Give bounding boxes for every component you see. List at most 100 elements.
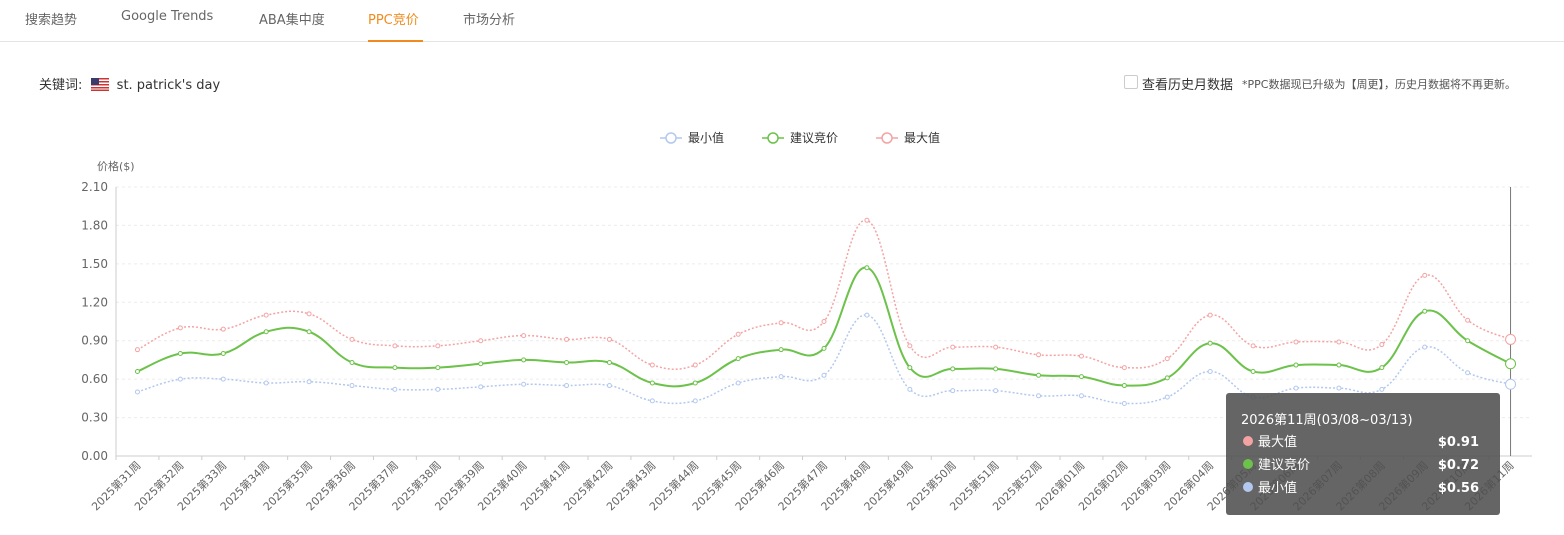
point xyxy=(1036,372,1042,378)
point xyxy=(392,365,398,371)
point xyxy=(1121,365,1127,371)
tab[interactable]: 搜索趋势 xyxy=(25,13,78,28)
tab[interactable]: 市场分析 xyxy=(463,13,516,28)
point xyxy=(864,217,870,223)
tooltip-name: 建议竞价 xyxy=(1258,457,1310,473)
point xyxy=(1250,368,1256,374)
series-line xyxy=(137,314,1511,405)
series-line xyxy=(137,266,1512,388)
point xyxy=(1465,317,1471,323)
point xyxy=(993,344,999,350)
point xyxy=(735,331,741,337)
point xyxy=(306,329,312,335)
legend-label: 最小值 xyxy=(688,130,724,145)
tab-underline xyxy=(368,40,423,42)
x-tick-label: 2025第31周 xyxy=(88,458,143,513)
point xyxy=(778,347,784,353)
x-tick-label: 2025第42周 xyxy=(560,458,615,513)
point xyxy=(564,359,570,365)
legend-marker xyxy=(767,132,779,144)
x-tick-label: 2026第06周 xyxy=(1247,458,1302,513)
point xyxy=(521,357,527,363)
x-tick-label: 2026第03周 xyxy=(1118,458,1173,513)
tooltip-value: $0.91 xyxy=(1438,435,1479,450)
point xyxy=(1164,375,1170,381)
x-tick-label: 2025第35周 xyxy=(260,458,315,513)
x-tick-label: 2025第33周 xyxy=(174,458,229,513)
point xyxy=(1379,365,1385,371)
point xyxy=(1505,333,1517,345)
point xyxy=(821,372,827,378)
legend-item: 最大值 xyxy=(876,130,940,145)
point xyxy=(1336,385,1342,391)
series-line xyxy=(137,219,1511,371)
y-tick-label: 1.50 xyxy=(81,257,108,271)
legend-item: 最小值 xyxy=(660,130,724,145)
point xyxy=(606,359,612,365)
point xyxy=(220,351,226,357)
point xyxy=(306,311,312,317)
tooltip-value: $0.56 xyxy=(1438,481,1479,496)
point xyxy=(478,384,484,390)
x-tick-label: 2026第08周 xyxy=(1333,458,1388,513)
point xyxy=(606,383,612,389)
point xyxy=(306,379,312,385)
point xyxy=(1250,343,1256,349)
x-tick-label: 2026第10周 xyxy=(1419,458,1474,513)
x-tick-label: 2026第04周 xyxy=(1161,458,1216,513)
point xyxy=(349,336,355,342)
point xyxy=(950,366,956,372)
point xyxy=(1207,340,1213,346)
point xyxy=(1078,393,1084,399)
point xyxy=(1465,370,1471,376)
point xyxy=(392,386,398,392)
x-tick-label: 2026第07周 xyxy=(1290,458,1345,513)
point xyxy=(1336,339,1342,345)
point xyxy=(1036,352,1042,358)
point xyxy=(1250,394,1256,400)
tooltip-dot xyxy=(1243,459,1253,469)
legend-label: 建议竞价 xyxy=(790,131,838,145)
x-tick-label: 2025第38周 xyxy=(389,458,444,513)
keyword-label: 关键词: xyxy=(39,78,83,93)
tooltip-value: $0.72 xyxy=(1438,458,1479,473)
point xyxy=(692,398,698,404)
point xyxy=(692,380,698,386)
point xyxy=(649,362,655,368)
tooltip-name: 最大值 xyxy=(1258,434,1297,450)
x-tick-label: 2025第51周 xyxy=(947,458,1002,513)
point xyxy=(435,386,441,392)
keyword: st. patrick's day xyxy=(116,78,221,93)
x-tick-label: 2026第05周 xyxy=(1204,458,1259,513)
tooltip-title: 2026第11周(03/08~03/13) xyxy=(1241,413,1413,428)
point xyxy=(435,365,441,371)
point xyxy=(521,333,527,339)
y-tick-label: 1.80 xyxy=(81,218,108,232)
point xyxy=(778,320,784,326)
tab-active[interactable]: PPC竞价 xyxy=(368,13,419,28)
point xyxy=(1379,386,1385,392)
point xyxy=(1207,312,1213,318)
point xyxy=(778,374,784,380)
point xyxy=(649,380,655,386)
x-tick-label: 2025第45周 xyxy=(689,458,744,513)
point xyxy=(735,380,741,386)
point xyxy=(1121,400,1127,406)
tab[interactable]: Google Trends xyxy=(121,9,214,24)
point xyxy=(435,343,441,349)
y-axis-label: 价格($) xyxy=(97,159,135,173)
point xyxy=(1422,344,1428,350)
y-tick-label: 1.20 xyxy=(81,295,108,309)
x-tick-label: 2025第48周 xyxy=(818,458,873,513)
checkbox-label[interactable]: 查看历史月数据 xyxy=(1142,78,1234,93)
point xyxy=(907,365,913,371)
point xyxy=(177,351,183,357)
checkbox[interactable] xyxy=(1124,75,1138,89)
x-tick-label: 2025第50周 xyxy=(904,458,959,513)
point xyxy=(1164,356,1170,362)
y-tick-label: 0.90 xyxy=(81,334,108,348)
tooltip-box xyxy=(1226,393,1500,515)
point xyxy=(177,376,183,382)
point xyxy=(564,383,570,389)
tab[interactable]: ABA集中度 xyxy=(259,13,325,28)
